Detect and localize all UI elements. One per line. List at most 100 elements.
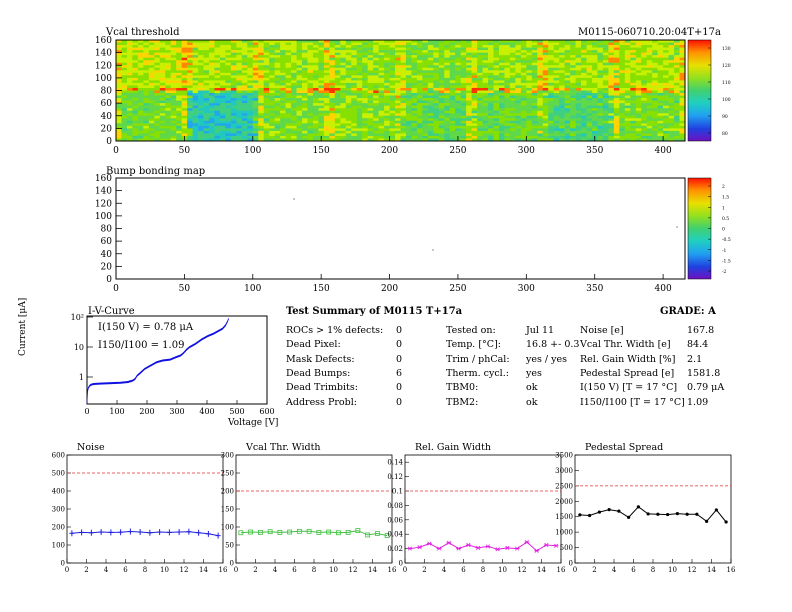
map-x-tick-label: 300 bbox=[518, 146, 535, 156]
map-y-tick-label: 100 bbox=[95, 74, 112, 84]
map-y-tick-label: 140 bbox=[95, 187, 112, 197]
scale-tick-label: 1 bbox=[722, 205, 725, 211]
chart-x-tick-label: 12 bbox=[518, 566, 527, 574]
chart-y-tick-label: 400 bbox=[52, 488, 65, 496]
iv-x-tick-label: 400 bbox=[199, 407, 214, 416]
scale-tick-label: 80 bbox=[722, 131, 728, 137]
summary-row: Noise [e] 167.8 bbox=[580, 325, 714, 336]
summary-label: Tested on: bbox=[446, 325, 496, 336]
chart-title: Pedestal Spread bbox=[585, 442, 663, 453]
data-point bbox=[296, 528, 302, 534]
summary-row: Temp. [°C]: 16.8 +- 0.3 bbox=[446, 339, 579, 351]
summary-label: Dead Trimbits: bbox=[286, 382, 358, 394]
chart-x-tick-label: 0 bbox=[65, 566, 69, 574]
vcal-heatmap-cells bbox=[116, 40, 686, 142]
chart-x-tick-label: 2 bbox=[592, 566, 596, 574]
chart-x-tick-label: 14 bbox=[707, 566, 716, 574]
map-y-tick-label: 80 bbox=[101, 87, 113, 97]
bump-bonding-map: 0 50 100 150 200 250 300 350 4000204060801001201… bbox=[95, 174, 731, 294]
data-point bbox=[88, 529, 94, 536]
summary-label: Temp. [°C]: bbox=[446, 339, 501, 351]
scale-tick-label: 0 bbox=[722, 227, 725, 233]
chart-y-tick-label: 0.12 bbox=[387, 473, 403, 481]
data-point bbox=[666, 512, 670, 517]
summary-row: TBM2: ok bbox=[446, 397, 537, 408]
chart-title: Noise bbox=[77, 442, 105, 453]
summary-label: I150/I100 [T = 17 °C] bbox=[580, 396, 685, 408]
vcal-color-scale bbox=[687, 39, 712, 142]
summary-row: Tested on: Jul 11 bbox=[446, 325, 554, 336]
chart-x-tick-label: 0 bbox=[403, 566, 407, 574]
summary-row: ROCs > 1% defects: 0 bbox=[286, 325, 402, 336]
map-y-tick-label: 40 bbox=[101, 112, 113, 122]
data-point bbox=[436, 546, 442, 551]
data-point bbox=[627, 515, 631, 519]
scale-tick-label: -1.5 bbox=[722, 258, 731, 264]
map-y-tick-label: 20 bbox=[101, 124, 113, 134]
map-y-tick-label: 120 bbox=[95, 199, 112, 209]
map-x-tick-label: 0 bbox=[113, 146, 119, 156]
chart-y-tick-label: 3500 bbox=[555, 452, 573, 460]
module-id-label: M0115-060710.20:04T+17a bbox=[578, 27, 721, 38]
chart-x-tick-label: 0 bbox=[234, 566, 238, 574]
map-x-tick-label: 50 bbox=[179, 284, 191, 294]
chart-x-tick-label: 2 bbox=[422, 566, 426, 574]
chart-x-tick-label: 6 bbox=[123, 566, 128, 574]
data-point bbox=[485, 544, 491, 549]
data-point bbox=[617, 509, 621, 513]
data-point bbox=[695, 512, 699, 516]
chart-y-tick-label: 2500 bbox=[555, 482, 573, 490]
data-point bbox=[446, 540, 452, 545]
data-point bbox=[475, 545, 481, 550]
data-point bbox=[495, 547, 501, 552]
chart-x-tick-label: 10 bbox=[160, 566, 169, 574]
data-point bbox=[257, 530, 263, 535]
chart-y-tick-label: 0.14 bbox=[387, 459, 403, 467]
data-point bbox=[553, 543, 559, 548]
series-line bbox=[240, 530, 388, 537]
iv-curve-plot: 0 100 200 300 400 500 600 1 10 10² bbox=[71, 313, 275, 416]
map-x-tick-label: 300 bbox=[518, 284, 535, 294]
data-point bbox=[267, 529, 273, 535]
map-y-tick-label: 40 bbox=[101, 250, 113, 260]
data-point bbox=[514, 546, 520, 551]
data-point bbox=[147, 529, 153, 536]
chart-x-tick-label: 10 bbox=[329, 566, 338, 574]
map-x-tick-label: 350 bbox=[586, 146, 603, 156]
data-point bbox=[98, 529, 104, 536]
chart-x-tick-label: 2 bbox=[84, 566, 88, 574]
data-point bbox=[607, 508, 611, 512]
chart-y-tick-label: 0 bbox=[230, 560, 234, 568]
chart-x-tick-label: 8 bbox=[143, 566, 147, 574]
map-x-tick-label: 150 bbox=[313, 284, 330, 294]
chart-x-tick-label: 6 bbox=[631, 566, 636, 574]
map-y-tick-label: 20 bbox=[101, 262, 113, 272]
data-point bbox=[157, 529, 163, 536]
chart-x-tick-label: 10 bbox=[498, 566, 507, 574]
summary-value: 0.79 μA bbox=[687, 382, 725, 394]
chart-y-tick-label: 300 bbox=[52, 506, 65, 514]
chart-y-tick-label: 200 bbox=[221, 488, 234, 496]
data-point bbox=[685, 512, 689, 516]
summary-value: ok bbox=[526, 396, 538, 408]
summary-label: Vcal Thr. Width [e] bbox=[580, 339, 671, 351]
data-point bbox=[656, 512, 660, 516]
summary-row: Dead Trimbits: 0 bbox=[286, 382, 402, 394]
scale-tick-label: 90 bbox=[722, 114, 728, 120]
map-y-tick-label: 0 bbox=[106, 275, 112, 285]
chart-x-tick-label: 8 bbox=[312, 566, 316, 574]
map-x-tick-label: 250 bbox=[449, 284, 466, 294]
map-x-tick-label: 50 bbox=[179, 146, 191, 156]
summary-label: I(150 V) [T = 17 °C] bbox=[580, 382, 678, 394]
summary-value: 167.8 bbox=[687, 325, 715, 336]
data-point bbox=[345, 530, 351, 535]
scale-tick-label: -0.5 bbox=[722, 237, 731, 243]
data-point bbox=[543, 542, 549, 548]
iv-x-tick-label: 100 bbox=[109, 407, 124, 416]
chart-y-tick-label: 500 bbox=[52, 470, 65, 478]
data-point bbox=[137, 529, 143, 536]
data-point bbox=[326, 529, 332, 535]
data-point bbox=[374, 531, 380, 536]
chart-x-tick-label: 4 bbox=[442, 566, 447, 574]
